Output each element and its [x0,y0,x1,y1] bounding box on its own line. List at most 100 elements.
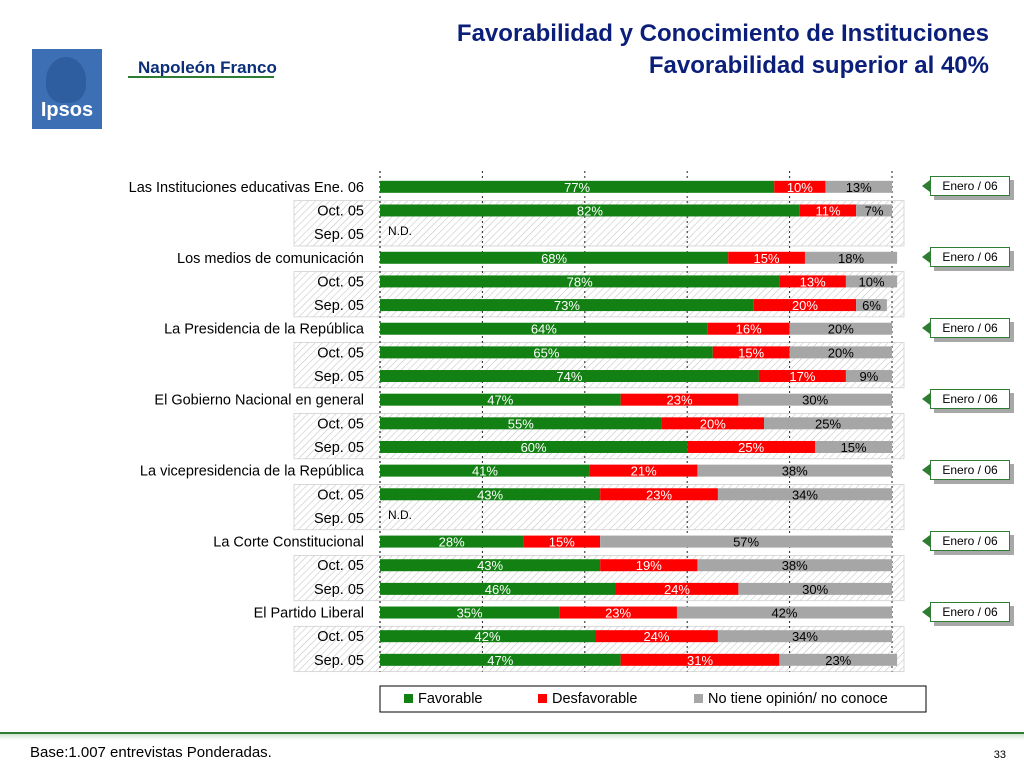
brand-underline [128,76,274,78]
callout-arrow-icon [922,179,930,192]
bar-segment [380,322,708,335]
legend-box [379,685,927,713]
data-label: 20% [792,298,818,313]
data-label: 23% [605,606,631,621]
callout-arrow-icon [922,392,930,405]
bar-segment [779,653,898,666]
bar-segment [600,488,718,501]
bar-segment [589,464,698,477]
row-label: Oct. 05 [317,274,364,290]
legend-label: Desfavorable [552,691,637,707]
data-label: 46% [485,582,511,597]
footnote: Base:1.007 entrevistas Ponderadas. [30,744,272,761]
bar-segment [697,559,892,572]
callout-label: Enero / 06 [930,388,1010,409]
callout-label: Enero / 06 [930,601,1010,622]
data-label: 38% [782,464,808,479]
data-label: 13% [800,274,826,289]
bar-segment [380,275,780,288]
data-label: 15% [549,535,575,550]
row-label: El Partido Liberal [254,606,364,622]
data-label: 24% [643,629,669,644]
bar-segment [380,440,688,453]
data-label: 47% [487,393,513,408]
bar-segment [615,582,739,595]
data-label: 7% [865,203,884,218]
data-label: 28% [439,535,465,550]
bar-segment [380,653,621,666]
data-label: 20% [828,322,854,337]
bar-segment [661,417,764,430]
row-label: Sep. 05 [314,369,364,385]
data-label: 64% [531,322,557,337]
data-label: 34% [792,629,818,644]
data-label: 35% [457,606,483,621]
bar-segment [779,275,846,288]
bar-segment [758,370,846,383]
row-label: La Corte Constitucional [213,535,364,551]
legend-swatch [694,694,703,703]
callout-label: Enero / 06 [930,530,1010,551]
data-label: 41% [472,464,498,479]
callout-enero: Enero / 06 [922,246,1014,271]
bar-segment [789,322,892,335]
data-label: 21% [631,464,657,479]
bar-segment [380,464,590,477]
callout-arrow-icon [922,321,930,334]
bar-segment [380,370,759,383]
row-label: Oct. 05 [317,203,364,219]
data-label: 25% [815,416,841,431]
data-label: 16% [736,322,762,337]
row-label: Sep. 05 [314,440,364,456]
data-label: 23% [646,487,672,502]
bar-segment [380,535,524,548]
data-label: 23% [667,393,693,408]
row-label: Sep. 05 [314,653,364,669]
bar-segment [600,535,892,548]
data-label: 34% [792,487,818,502]
bar-segment [764,417,892,430]
legend-swatch [404,694,413,703]
data-label: 25% [738,440,764,455]
bar-segment [856,204,892,217]
data-label: 43% [477,487,503,502]
data-label: 43% [477,558,503,573]
data-label: 55% [508,416,534,431]
bar-segment [717,630,892,643]
bar-segment [738,582,892,595]
callout-arrow-icon [922,605,930,618]
legend-label: No tiene opinión/ no conoce [708,691,888,707]
bar-segment [595,630,718,643]
bar-segment [753,299,857,312]
data-label: 30% [802,393,828,408]
callout-enero: Enero / 06 [922,317,1014,342]
row-label: La vicepresidencia de la República [140,464,365,480]
row-label: Oct. 05 [317,487,364,503]
logo-text: Ipsos [40,99,94,121]
bar-segment [559,606,677,619]
bar-segment [687,440,816,453]
bar-segment [380,251,729,264]
bar-segment [523,535,601,548]
nd-label: N.D. [388,508,412,522]
bar-segment [789,346,892,359]
bar-segment [676,606,892,619]
data-label: 78% [567,274,593,289]
logo-head-icon [46,57,86,103]
brand-name: Napoleón Franco [138,58,277,77]
callout-enero: Enero / 06 [922,601,1014,626]
bar-segment [380,582,616,595]
bar-segment [380,417,662,430]
data-label: 18% [838,251,864,266]
legend-label: Favorable [418,691,482,707]
bar-segment [380,606,560,619]
data-label: 42% [771,606,797,621]
bar-segment [380,204,800,217]
row-label: Oct. 05 [317,345,364,361]
bar-segment [380,488,601,501]
page-subtitle: Favorabilidad superior al 40% [648,52,989,79]
data-label: 65% [533,345,559,360]
bar-segment [707,322,790,335]
bar-segment [774,180,826,193]
bar-segment [380,346,713,359]
